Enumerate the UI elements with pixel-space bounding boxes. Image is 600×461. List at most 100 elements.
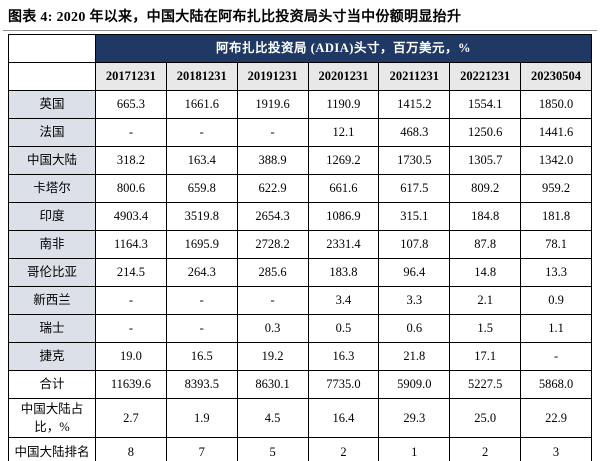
data-cell: 214.5: [95, 258, 167, 287]
data-cell: 5227.5: [449, 370, 522, 399]
data-cell: 163.4: [165, 146, 238, 175]
table-row: 中国大陆占比，% 2.7 1.9 4.5 16.4 29.3 25.0 22.9: [8, 397, 592, 439]
data-cell: 5868.0: [520, 370, 592, 399]
table-row: 中国大陆 318.2 163.4 388.9 1269.2 1730.5 1305.7 134…: [8, 146, 592, 175]
column-header: 20181231: [165, 62, 238, 91]
data-cell: 1919.6: [236, 90, 309, 119]
table-row: 南非 1164.3 1695.9 2728.2 2331.4 107.8 87.8 78.1: [8, 230, 592, 259]
data-cell: 1250.6: [449, 118, 522, 147]
table-row: 法国 - - -12.1 468.3 1250.6 1441.6: [8, 118, 592, 147]
data-cell: 5909.0: [378, 370, 451, 399]
data-cell: 3.4: [307, 286, 380, 315]
data-cell: 617.5: [378, 174, 451, 203]
data-cell: 11639.6: [95, 370, 167, 399]
data-cell: -: [165, 286, 238, 315]
corner-cell: [8, 34, 96, 63]
column-header: 20211231: [378, 62, 451, 91]
data-cell: 16.3: [307, 342, 380, 371]
row-label: 法国: [8, 118, 96, 147]
data-cell: 17.1: [449, 342, 522, 371]
band-row: 阿布扎比投资局 (ADIA)头寸，百万美元，%: [8, 34, 592, 63]
table-row: 新西兰 - - -3.4 3.3 2.1 0.9: [8, 286, 592, 315]
data-cell: 809.2: [449, 174, 522, 203]
column-header: 20201231: [307, 62, 380, 91]
data-cell: 264.3: [165, 258, 238, 287]
data-cell: 800.6: [95, 174, 167, 203]
data-cell: 1554.1: [449, 90, 522, 119]
data-cell: 8393.5: [165, 370, 238, 399]
data-cell: 2654.3: [236, 202, 309, 231]
data-cell: 1441.6: [520, 118, 592, 147]
data-cell: -: [165, 314, 238, 343]
data-cell: 959.2: [520, 174, 592, 203]
data-cell: 1164.3: [95, 230, 167, 259]
data-cell: 2.1: [449, 286, 522, 315]
data-cell: 8630.1: [236, 370, 309, 399]
data-cell: 3519.8: [165, 202, 238, 231]
data-cell: 1086.9: [307, 202, 380, 231]
data-cell: 2331.4: [307, 230, 380, 259]
data-cell: 659.8: [165, 174, 238, 203]
data-cell: 87.8: [449, 230, 522, 259]
table-row: 合计 11639.6 8393.5 8630.1 7735.0 5909.0 5227.5 5…: [8, 370, 592, 399]
data-cell: 183.8: [307, 258, 380, 287]
data-cell: 3: [520, 437, 592, 461]
data-cell: 3.3: [378, 286, 451, 315]
data-cell: 1305.7: [449, 146, 522, 175]
data-cell: 1850.0: [520, 90, 592, 119]
data-cell: 388.9: [236, 146, 309, 175]
data-cell: 19.2: [236, 342, 309, 371]
table-row: 哥伦比亚 214.5 264.3 285.6 183.8 96.4 14.8 13.3: [8, 258, 592, 287]
column-header-row: 20171231 20181231 20191231 20201231 20211231…: [8, 62, 592, 91]
data-cell: 1.9: [165, 397, 238, 439]
row-label: 南非: [8, 230, 96, 259]
data-cell: 181.8: [520, 202, 592, 231]
data-cell: 7735.0: [307, 370, 380, 399]
data-cell: 0.6: [378, 314, 451, 343]
data-cell: 14.8: [449, 258, 522, 287]
table-row: 中国大陆排名 8 7 5 2 1 2 3: [8, 437, 592, 461]
data-cell: 661.6: [307, 174, 380, 203]
table-row: 卡塔尔 800.6 659.8 622.9 661.6 617.5 809.2 959.2: [8, 174, 592, 203]
data-cell: 16.4: [307, 397, 380, 439]
table-row: 瑞士 - -0.3 0.5 0.6 1.5 1.1: [8, 314, 592, 343]
data-cell: 2: [307, 437, 380, 461]
data-cell: 2.7: [95, 397, 167, 439]
row-label: 英国: [8, 90, 96, 119]
data-cell: 13.3: [520, 258, 592, 287]
table-row: 捷克 19.0 16.5 19.2 16.3 21.8 17.1-: [8, 342, 592, 371]
data-cell: 1269.2: [307, 146, 380, 175]
row-label: 捷克: [8, 342, 96, 371]
data-cell: 318.2: [95, 146, 167, 175]
data-cell: 1695.9: [165, 230, 238, 259]
row-label: 中国大陆: [8, 146, 96, 175]
data-cell: -: [165, 118, 238, 147]
data-cell: 8: [95, 437, 167, 461]
figure-title: 图表 4: 2020 年以来，中国大陆在阿布扎比投资局头寸当中份额明显抬升: [8, 10, 462, 25]
data-cell: 0.9: [520, 286, 592, 315]
row-label: 卡塔尔: [8, 174, 96, 203]
data-cell: 21.8: [378, 342, 451, 371]
column-header: 20191231: [236, 62, 309, 91]
data-cell: -: [95, 286, 167, 315]
row-label: 新西兰: [8, 286, 96, 315]
data-cell: 665.3: [95, 90, 167, 119]
data-cell: 622.9: [236, 174, 309, 203]
data-cell: 4903.4: [95, 202, 167, 231]
data-cell: -: [95, 314, 167, 343]
data-cell: 315.1: [378, 202, 451, 231]
corner-cell: [8, 62, 96, 91]
data-cell: 12.1: [307, 118, 380, 147]
data-cell: 0.3: [236, 314, 309, 343]
row-label: 中国大陆占比，%: [8, 397, 96, 439]
data-cell: 107.8: [378, 230, 451, 259]
table-band-header: 阿布扎比投资局 (ADIA)头寸，百万美元，%: [95, 34, 592, 63]
title-divider: [3, 30, 597, 31]
data-cell: 78.1: [520, 230, 592, 259]
data-cell: 1: [378, 437, 451, 461]
row-label: 瑞士: [8, 314, 96, 343]
data-cell: 1.1: [520, 314, 592, 343]
data-cell: 19.0: [95, 342, 167, 371]
data-cell: 29.3: [378, 397, 451, 439]
